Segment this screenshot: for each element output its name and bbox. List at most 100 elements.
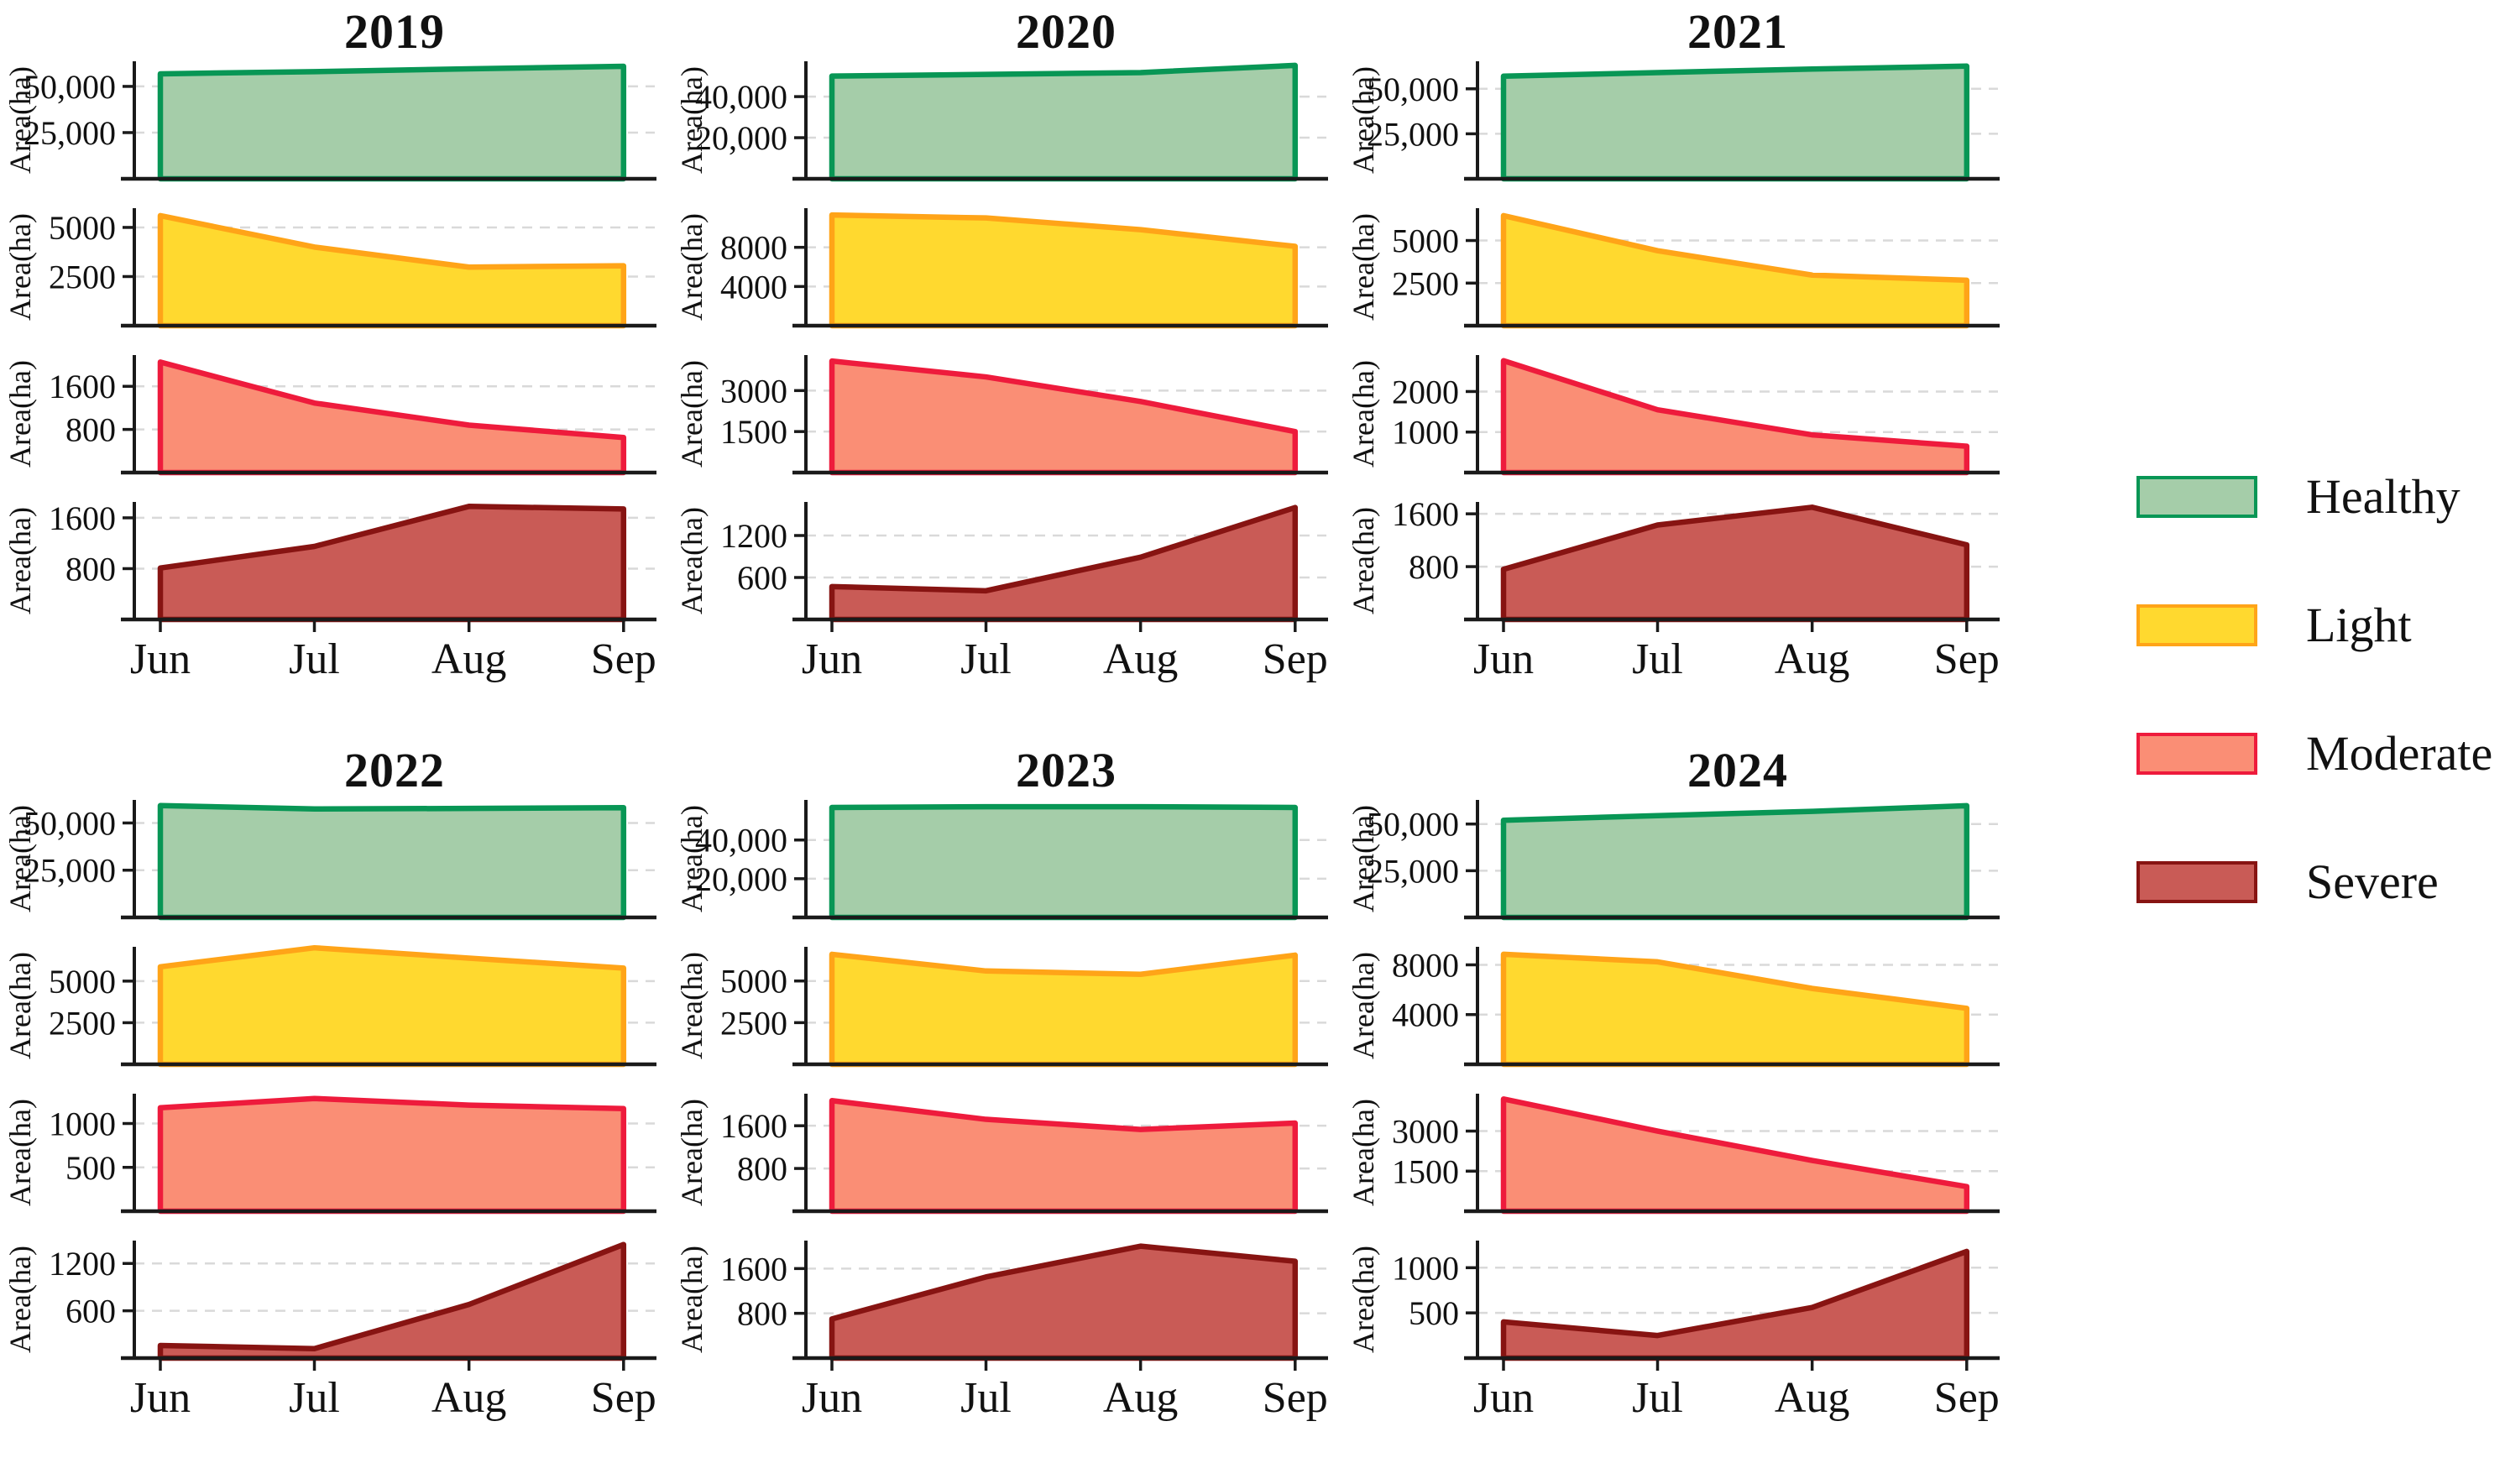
- y-axis-title: Area(ha): [3, 952, 37, 1059]
- y-tick-label: 40,000: [695, 822, 787, 860]
- chart-2021-severe: 800 1600 Area(ha): [1347, 495, 2000, 632]
- month-axis-labels: Jun Jul Aug Sep: [1352, 1373, 2023, 1424]
- chart-2019-severe: 800 1600 Area(ha): [3, 499, 656, 632]
- month-axis-labels: Jun Jul Aug Sep: [1352, 635, 2023, 685]
- chart-2020-severe: 600 1200 Area(ha): [675, 502, 1328, 632]
- y-tick-label: 1600: [720, 1107, 787, 1145]
- y-axis-title: Area(ha): [1347, 1099, 1380, 1206]
- area-series-severe: [157, 504, 627, 623]
- y-tick-label: 5000: [1392, 222, 1459, 260]
- y-tick-label: 20,000: [695, 860, 787, 898]
- y-axis-title: Area(ha): [1347, 66, 1380, 174]
- y-tick-label: 1600: [49, 368, 116, 405]
- y-axis-title: Area(ha): [675, 507, 709, 614]
- year-panel-2023: 2023 20,000 40,000 Area(ha) 2500 5000 Area(ha)…: [675, 743, 1352, 1467]
- area-series-healthy: [157, 63, 627, 182]
- y-tick-label: 2500: [49, 1004, 116, 1042]
- y-axis-title: Area(ha): [675, 360, 709, 468]
- legend-swatch-severe: [2136, 860, 2257, 903]
- y-tick-label: 8000: [1392, 946, 1459, 984]
- area-series-moderate: [829, 1098, 1299, 1215]
- y-axis-title: Area(ha): [1347, 507, 1380, 614]
- legend: Healthy Light Moderate Severe: [2136, 468, 2492, 982]
- area-series-light: [157, 944, 627, 1068]
- month-label: Aug: [1102, 635, 1179, 683]
- y-tick-label: 3000: [720, 372, 787, 410]
- month-label: Sep: [590, 635, 656, 683]
- y-axis-title: Area(ha): [1347, 213, 1380, 321]
- area-series-severe: [829, 1243, 1299, 1361]
- y-axis-title: Area(ha): [3, 1246, 37, 1353]
- y-tick-label: 25,000: [24, 852, 116, 890]
- month-label: Jul: [289, 635, 340, 683]
- month-label: Aug: [1774, 1374, 1850, 1422]
- chart-2021-light: 2500 5000 Area(ha): [1347, 208, 2000, 329]
- area-series-healthy: [829, 62, 1299, 182]
- y-axis-title: Area(ha): [3, 805, 37, 912]
- y-tick-label: 1600: [720, 1250, 787, 1288]
- y-tick-label: 600: [737, 559, 787, 597]
- area-series-severe: [157, 1241, 627, 1361]
- y-tick-label: 600: [65, 1293, 116, 1330]
- area-series-healthy: [1500, 802, 1970, 921]
- y-tick-label: 5000: [49, 963, 116, 1001]
- y-axis-title: Area(ha): [675, 952, 709, 1059]
- month-label: Sep: [1933, 635, 2000, 683]
- y-axis-title: Area(ha): [1347, 360, 1380, 468]
- y-axis-title: Area(ha): [3, 66, 37, 174]
- area-series-healthy: [829, 803, 1299, 921]
- month-label: Jun: [1472, 635, 1535, 683]
- month-label: Sep: [1262, 1374, 1328, 1422]
- y-tick-label: 5000: [49, 209, 116, 247]
- month-label: Aug: [1102, 1374, 1179, 1422]
- area-series-moderate: [1500, 358, 1970, 476]
- legend-label: Light: [2306, 598, 2412, 652]
- y-axis-title: Area(ha): [3, 360, 37, 468]
- y-tick-label: 1200: [49, 1245, 116, 1283]
- y-tick-label: 1600: [1392, 495, 1459, 533]
- chart-2022-severe: 600 1200 Area(ha): [3, 1241, 656, 1371]
- y-tick-label: 800: [1409, 548, 1459, 586]
- year-title: 2023: [1016, 743, 1117, 797]
- y-axis-title: Area(ha): [1347, 1246, 1380, 1353]
- legend-swatch-moderate: [2136, 732, 2257, 775]
- y-tick-label: 25,000: [1367, 115, 1459, 153]
- y-tick-label: 2500: [720, 1004, 787, 1042]
- y-axis-title: Area(ha): [675, 1246, 709, 1353]
- y-tick-label: 500: [1409, 1294, 1459, 1332]
- month-label: Jun: [801, 1374, 863, 1422]
- y-tick-label: 1000: [49, 1105, 116, 1143]
- y-axis-title: Area(ha): [1347, 952, 1380, 1059]
- y-tick-label: 500: [65, 1149, 116, 1187]
- y-tick-label: 800: [65, 550, 116, 588]
- y-axis-title: Area(ha): [675, 805, 709, 912]
- y-axis-title: Area(ha): [3, 213, 37, 321]
- month-label: Sep: [590, 1374, 656, 1422]
- area-series-severe: [829, 504, 1299, 623]
- area-series-moderate: [829, 358, 1299, 476]
- y-axis-title: Area(ha): [3, 1099, 37, 1206]
- y-tick-label: 20,000: [695, 119, 787, 157]
- y-tick-label: 3000: [1392, 1113, 1459, 1151]
- y-tick-label: 50,000: [24, 68, 116, 106]
- month-label: Jun: [129, 1374, 191, 1422]
- y-tick-label: 25,000: [1367, 852, 1459, 890]
- y-axis-title: Area(ha): [675, 66, 709, 174]
- month-label: Jun: [801, 635, 863, 683]
- year-title: 2022: [344, 743, 445, 797]
- chart-2019-light: 2500 5000 Area(ha): [3, 208, 656, 329]
- y-tick-label: 2500: [1392, 264, 1459, 302]
- y-tick-label: 1000: [1392, 414, 1459, 452]
- month-label: Aug: [431, 1374, 507, 1422]
- area-series-moderate: [157, 1095, 627, 1215]
- y-tick-label: 800: [65, 411, 116, 449]
- figure-grid: 2019 25,000 50,000 Area(ha) 2500 5000 Area(ha)…: [3, 7, 2023, 1484]
- year-title: 2024: [1687, 743, 1788, 797]
- y-tick-label: 1000: [1392, 1249, 1459, 1287]
- y-tick-label: 50,000: [1367, 71, 1459, 108]
